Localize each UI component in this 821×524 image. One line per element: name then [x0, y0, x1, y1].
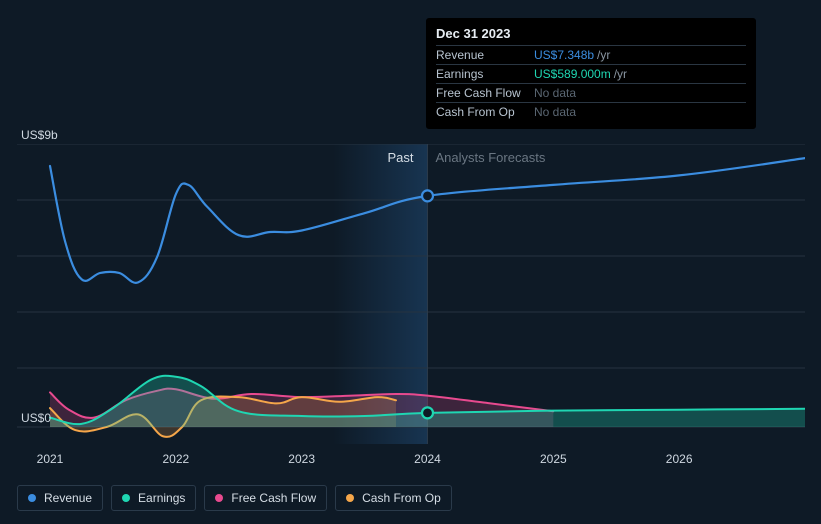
legend-item[interactable]: Cash From Op: [335, 485, 452, 511]
x-tick: 2021: [37, 452, 64, 466]
tooltip-date: Dec 31 2023: [436, 26, 746, 45]
forecast-label: Analysts Forecasts: [436, 150, 546, 165]
legend-dot-icon: [28, 494, 36, 502]
tooltip-row: EarningsUS$589.000m/yr: [436, 64, 746, 83]
marker-earnings: [422, 407, 433, 418]
tooltip-row: Cash From OpNo data: [436, 102, 746, 121]
legend-item[interactable]: Free Cash Flow: [204, 485, 327, 511]
x-tick: 2024: [414, 452, 441, 466]
tooltip-row: RevenueUS$7.348b/yr: [436, 45, 746, 64]
tooltip-label: Revenue: [436, 48, 534, 62]
legend-item[interactable]: Revenue: [17, 485, 103, 511]
finance-chart[interactable]: [17, 144, 805, 474]
tooltip-value: No data: [534, 86, 576, 100]
y-axis-label: US$0: [21, 411, 51, 425]
legend-dot-icon: [122, 494, 130, 502]
x-tick: 2026: [666, 452, 693, 466]
tooltip-value: No data: [534, 105, 576, 119]
legend-label: Revenue: [44, 491, 92, 505]
legend-label: Earnings: [138, 491, 185, 505]
x-tick: 2022: [162, 452, 189, 466]
legend-dot-icon: [215, 494, 223, 502]
tooltip-label: Cash From Op: [436, 105, 534, 119]
tooltip-label: Earnings: [436, 67, 534, 81]
marker-revenue: [422, 190, 433, 201]
tooltip-label: Free Cash Flow: [436, 86, 534, 100]
legend-label: Free Cash Flow: [231, 491, 316, 505]
tooltip-value: US$589.000m/yr: [534, 67, 627, 81]
past-label: Past: [388, 150, 414, 165]
tooltip-value: US$7.348b/yr: [534, 48, 610, 62]
chart-legend: Revenue Earnings Free Cash Flow Cash From O…: [17, 485, 452, 511]
legend-label: Cash From Op: [362, 491, 441, 505]
y-axis-label: US$9b: [21, 128, 58, 142]
x-tick: 2023: [288, 452, 315, 466]
tooltip-row: Free Cash FlowNo data: [436, 83, 746, 102]
chart-tooltip: Dec 31 2023RevenueUS$7.348b/yrEarningsUS…: [426, 18, 756, 129]
x-tick: 2025: [540, 452, 567, 466]
legend-item[interactable]: Earnings: [111, 485, 196, 511]
legend-dot-icon: [346, 494, 354, 502]
